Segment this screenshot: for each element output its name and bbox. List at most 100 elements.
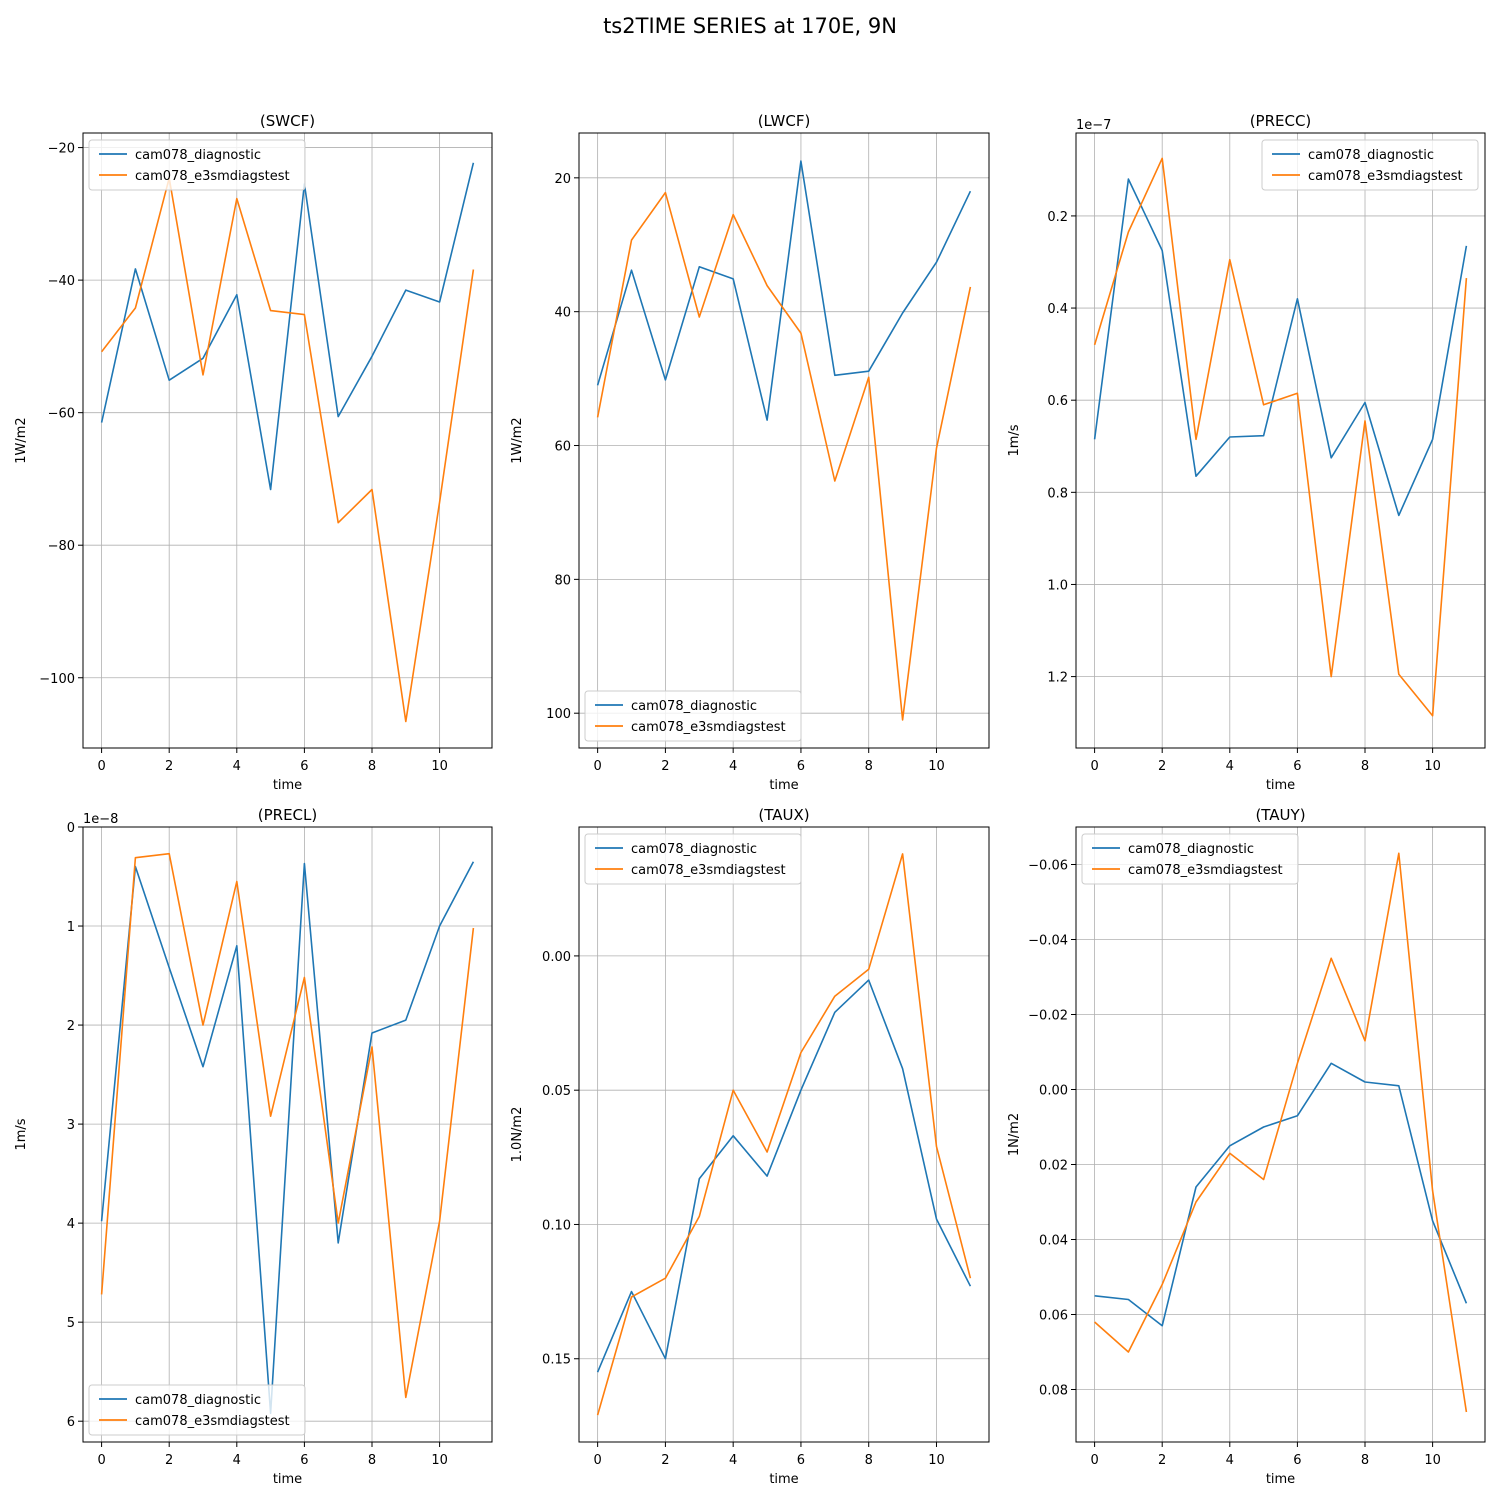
- x-tick-label: 4: [1226, 759, 1234, 774]
- subplot-precl: 0 2 4 6 8 10 0 1 2 3 4 5 6 (PRECL) time 1m/s 1e−8 cam078_…: [14, 806, 493, 1487]
- x-axis-label: time: [769, 1472, 798, 1487]
- x-tick-label: 0: [1090, 1453, 1098, 1468]
- x-tick-label: 8: [1361, 759, 1369, 774]
- y-tick-label: 0.8: [1047, 486, 1068, 501]
- x-tick-label: 10: [928, 759, 945, 774]
- x-tick-label: 2: [1158, 1453, 1166, 1468]
- y-tick-label: 0.04: [1039, 1234, 1068, 1249]
- y-axis-label: 1m/s: [1007, 424, 1022, 456]
- legend-entry: cam078_e3smdiagstest: [631, 863, 786, 878]
- y-tick-label: −20: [48, 142, 75, 157]
- y-axis-label: 1W/m2: [14, 417, 29, 463]
- y-tick-label: 0.10: [542, 1218, 571, 1233]
- legend-entry: cam078_e3smdiagstest: [135, 169, 290, 184]
- y-tick-label: 4: [67, 1217, 75, 1232]
- axes-frame: [1075, 826, 1486, 1443]
- x-tick-label: 8: [865, 759, 873, 774]
- x-tick-label: 0: [1090, 759, 1098, 774]
- x-tick-label: 10: [431, 1453, 448, 1468]
- x-tick-label: 0: [97, 1453, 105, 1468]
- x-tick-label: 2: [661, 759, 669, 774]
- legend-entry: cam078_diagnostic: [135, 148, 261, 163]
- series-line-cam078_diagnostic: [596, 979, 972, 1373]
- axes-background: [579, 133, 989, 748]
- x-axis-label: time: [769, 778, 798, 793]
- y-tick-label: −100: [39, 672, 75, 687]
- axes-frame: [82, 826, 493, 1443]
- subplot-title: (SWCF): [260, 112, 315, 130]
- y-tick-label: 6: [67, 1415, 75, 1430]
- y-axis-label: 1W/m2: [510, 417, 525, 463]
- x-axis-label: time: [273, 1472, 302, 1487]
- legend-frame: [1261, 139, 1479, 191]
- x-tick-label: 6: [1293, 759, 1301, 774]
- legend: cam078_diagnostic cam078_e3smdiagstest: [584, 690, 802, 742]
- series-line-cam078_e3smdiagstest: [1094, 852, 1468, 1413]
- y-tick-label: −0.04: [1028, 934, 1068, 949]
- y-tick-label: 20: [554, 172, 571, 187]
- x-tick-label: 4: [1226, 1453, 1234, 1468]
- y-axis-label: 1m/s: [14, 1118, 29, 1150]
- legend-entry: cam078_diagnostic: [631, 842, 757, 857]
- legend: cam078_diagnostic cam078_e3smdiagstest: [1081, 833, 1299, 885]
- series-line-cam078_diagnostic: [100, 861, 475, 1415]
- legend: cam078_diagnostic cam078_e3smdiagstest: [88, 1384, 306, 1436]
- subplot-title: (PRECL): [258, 806, 317, 824]
- legend-entry: cam078_e3smdiagstest: [1128, 863, 1283, 878]
- legend-frame: [88, 139, 306, 191]
- y-tick-label: 0.02: [1039, 1159, 1068, 1174]
- legend-entry: cam078_diagnostic: [631, 699, 757, 714]
- legend-frame: [584, 833, 802, 885]
- y-tick-label: 0.15: [542, 1353, 571, 1368]
- y-tick-label: 5: [67, 1316, 75, 1331]
- legend-entry: cam078_diagnostic: [135, 1393, 261, 1408]
- y-tick-label: 0.2: [1047, 210, 1068, 225]
- x-tick-label: 4: [233, 759, 241, 774]
- legend: cam078_diagnostic cam078_e3smdiagstest: [1261, 139, 1479, 191]
- x-tick-label: 6: [300, 759, 308, 774]
- x-tick-label: 0: [593, 759, 601, 774]
- legend-entry: cam078_e3smdiagstest: [631, 720, 786, 735]
- series-line-cam078_e3smdiagstest: [596, 853, 972, 1416]
- series-line-cam078_e3smdiagstest: [100, 852, 475, 1399]
- x-tick-label: 8: [1361, 1453, 1369, 1468]
- subplot-lwcf: 0 2 4 6 8 10 20 40 60 80 100 (LWCF) time 1W/m2 cam078_…: [510, 112, 990, 793]
- y-tick-label: 0: [67, 821, 75, 836]
- legend-entry: cam078_diagnostic: [1128, 842, 1254, 857]
- y-offset-text: 1e−7: [1076, 118, 1111, 133]
- x-tick-label: 4: [729, 1453, 737, 1468]
- axes-background: [1076, 827, 1485, 1442]
- subplot-title: (TAUY): [1255, 806, 1305, 824]
- x-tick-label: 8: [368, 1453, 376, 1468]
- subplot-taux: 0 2 4 6 8 10 0.00 0.05 0.10 0.15 (TAUX) time 1.0N/m2…: [510, 806, 990, 1487]
- y-tick-label: −0.06: [1028, 859, 1068, 874]
- figure-title: ts2TIME SERIES at 170E, 9N: [603, 14, 897, 38]
- x-tick-label: 10: [1424, 1453, 1441, 1468]
- axes-frame: [578, 826, 990, 1443]
- y-tick-label: 40: [554, 306, 571, 321]
- y-tick-label: −40: [48, 274, 75, 289]
- axes-frame: [82, 132, 493, 749]
- subplot-precc: 0 2 4 6 8 10 0.2 0.4 0.6 0.8 1.0 1.2 (PRECC) time 1m/s…: [1007, 112, 1486, 793]
- subplot-title: (PRECC): [1250, 112, 1312, 130]
- y-tick-label: 1.0: [1047, 578, 1068, 593]
- x-tick-label: 4: [729, 759, 737, 774]
- x-tick-label: 8: [368, 759, 376, 774]
- series-line-cam078_e3smdiagstest: [100, 177, 475, 723]
- y-tick-label: 0.08: [1039, 1384, 1068, 1399]
- x-tick-label: 2: [165, 759, 173, 774]
- axes-frame: [578, 132, 990, 749]
- x-tick-label: 4: [233, 1453, 241, 1468]
- x-tick-label: 6: [797, 1453, 805, 1468]
- series-line-cam078_e3smdiagstest: [596, 191, 972, 721]
- series-line-cam078_diagnostic: [596, 160, 972, 421]
- y-tick-label: −60: [48, 407, 75, 422]
- x-axis-label: time: [273, 778, 302, 793]
- legend: cam078_diagnostic cam078_e3smdiagstest: [88, 139, 306, 191]
- y-tick-label: 0.4: [1047, 302, 1068, 317]
- y-tick-label: 1: [67, 920, 75, 935]
- y-tick-label: 0.05: [542, 1084, 571, 1099]
- legend-entry: cam078_diagnostic: [1308, 148, 1434, 163]
